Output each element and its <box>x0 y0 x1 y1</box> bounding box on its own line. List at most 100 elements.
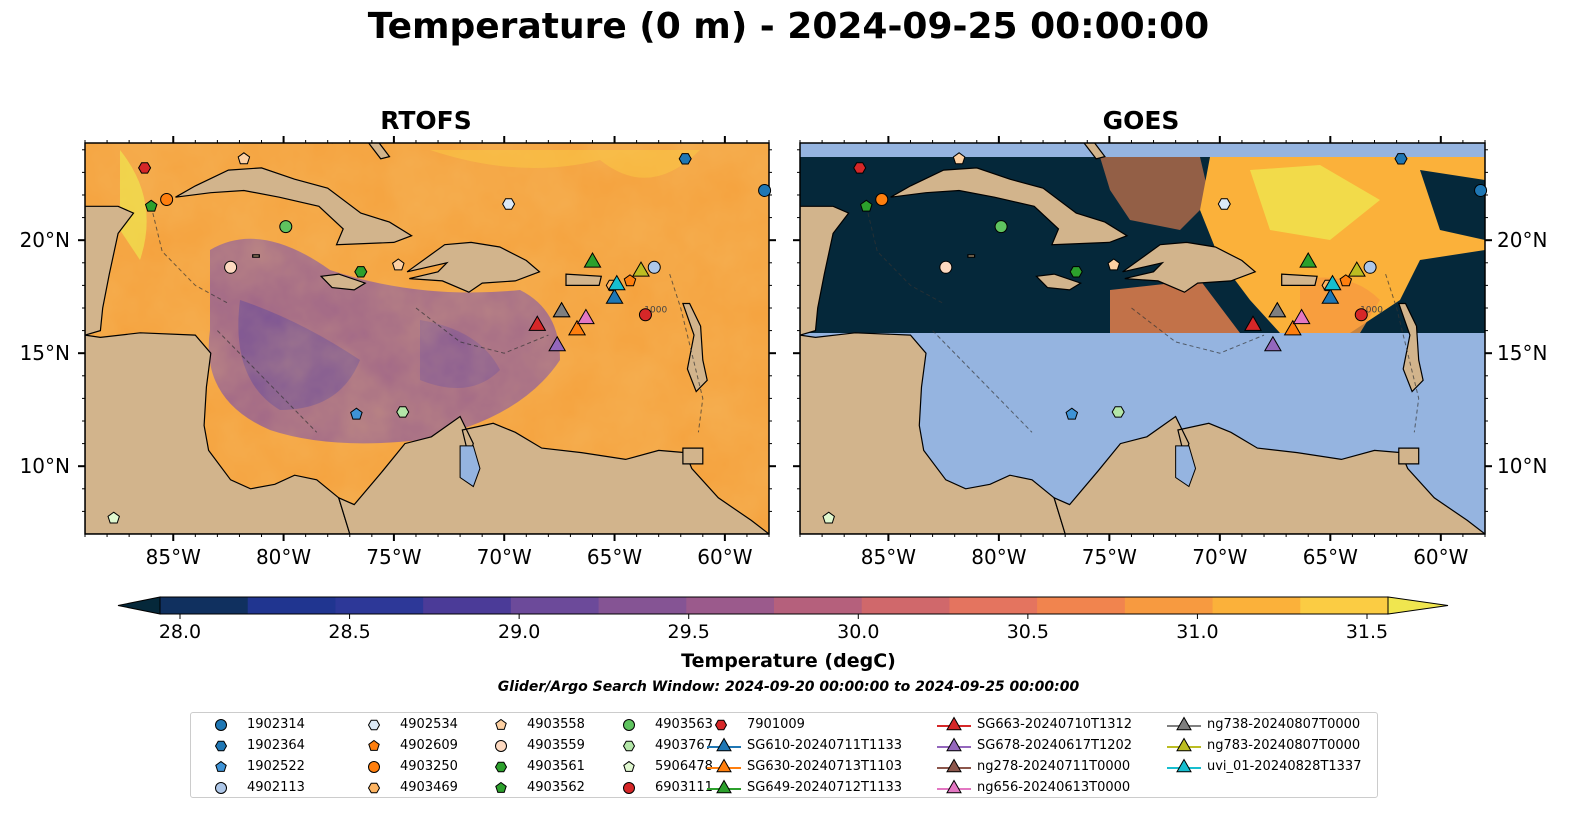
glider-marker-uvi_01-20240828T1337 <box>607 274 626 291</box>
float-marker-5906478 <box>107 511 120 524</box>
glider-marker-ng783-20240807T0000 <box>1347 261 1366 277</box>
legend-marker-icon <box>937 716 971 731</box>
legend-triangle-icon <box>716 758 732 773</box>
landmass-caymans <box>252 254 260 258</box>
landmass-southam <box>1053 415 1485 534</box>
colorbar-bin <box>510 597 600 614</box>
legend-marker-icon <box>623 782 635 794</box>
landmass-jamaica <box>319 273 367 291</box>
x-tick-label: 80°W <box>971 545 1026 569</box>
goes-frame <box>799 142 1486 535</box>
float-marker-4902534 <box>502 198 516 210</box>
legend-marker-icon <box>623 760 635 772</box>
glider-marker-uvi_01-20240828T1337 <box>1323 274 1342 291</box>
colorbar-bin <box>1037 597 1126 614</box>
glider-marker-SG663-20240710T1312 <box>1244 315 1262 331</box>
legend-marker-icon <box>937 737 971 752</box>
glider-marker-SG678-20240617T1202 <box>548 335 567 352</box>
legend-label: 1902314 <box>247 717 305 732</box>
float-marker-4903558b <box>237 152 251 165</box>
legend-label: SG630-20240713T1103 <box>747 759 903 774</box>
legend-marker-icon <box>623 719 635 731</box>
legend-label: 4902534 <box>400 717 458 732</box>
colorbar-bin <box>949 597 1038 614</box>
colorbar-bin <box>335 597 424 614</box>
float-marker-4902609 <box>623 274 637 287</box>
legend-marker-icon <box>622 740 636 752</box>
float-marker-4903562 <box>860 199 873 212</box>
isobath-line <box>150 206 229 304</box>
axis-ticks: 85°W 80°W 75°W 70°W 65°W 60°W 85°W 80°W 75°W 70°W… <box>20 136 1547 569</box>
legend-marker-icon <box>215 760 227 772</box>
legend-label: 6903111 <box>655 780 713 795</box>
float-marker-4903558 <box>1107 258 1121 271</box>
colorbar-tick-label: 29.5 <box>668 621 710 643</box>
x-tick-label: 80°W <box>256 545 311 569</box>
float-marker-4903558 <box>392 258 405 271</box>
legend-marker-icon <box>937 758 971 773</box>
colorbar-extend-min <box>117 596 161 615</box>
map-panels: -1000 -1000 85°W 80°W 75°W 70°W 65°W 60°W 85°W… <box>20 136 1547 569</box>
colorbar-bin <box>247 597 336 614</box>
legend-triangle-icon <box>1176 737 1192 752</box>
glider-marker-SG610-20240711T1133 <box>1321 288 1340 304</box>
legend-label: ng738-20240807T0000 <box>1207 717 1361 732</box>
legend-triangle-icon <box>946 779 962 794</box>
legend-marker-icon <box>937 779 971 794</box>
colorbar-frame <box>159 596 1389 615</box>
glider-marker-SG649-20240712T1133 <box>583 251 602 268</box>
panel-title-goes: GOES <box>1102 106 1180 135</box>
y-tick-label: 15°N <box>1497 341 1547 365</box>
legend-marker-icon <box>707 737 741 752</box>
legend-marker-icon <box>1167 758 1201 773</box>
legend-triangle-icon <box>1176 716 1192 731</box>
float-marker-6903111 <box>1354 308 1368 322</box>
float-marker-4903563 <box>994 220 1008 234</box>
legend-triangle-icon <box>716 779 732 794</box>
legend-label: SG678-20240617T1202 <box>977 738 1133 753</box>
colorbar-tick-label: 30.0 <box>837 621 879 643</box>
landmass-puertorico <box>565 273 603 286</box>
landmass-lesser <box>1397 302 1424 393</box>
isobath-line <box>669 273 704 433</box>
colorbar-bin <box>1212 597 1301 614</box>
legend-label: 4902113 <box>247 780 305 795</box>
landmass-mexico <box>85 205 135 336</box>
x-tick-label: 65°W <box>1303 545 1358 569</box>
isobath-line <box>415 307 549 354</box>
legend-marker-icon <box>1167 737 1201 752</box>
colorbar-label: Temperature (degC) <box>681 650 896 672</box>
landmass-central <box>85 332 351 534</box>
float-marker-1902314 <box>758 183 772 197</box>
legend-marker-icon <box>1167 716 1201 731</box>
glider-marker-ng656-20240613T0000 <box>1292 308 1311 325</box>
float-marker-4902609 <box>1339 274 1353 287</box>
legend-circle-icon <box>495 740 507 752</box>
lake-maracaibo <box>1175 445 1197 488</box>
platform-markers <box>107 152 1488 524</box>
x-tick-label: 60°W <box>1413 545 1468 569</box>
float-marker-7901009 <box>138 162 152 174</box>
landmass-caymans <box>967 254 976 258</box>
rtofs-frame <box>84 142 770 535</box>
x-tick-label: 85°W <box>861 545 916 569</box>
float-marker-1902364 <box>1394 153 1408 165</box>
colorbar-bin <box>598 597 687 614</box>
colorbar-bin <box>774 597 863 614</box>
float-marker-1902364 <box>678 153 692 165</box>
rtofs-land: -1000 <box>85 143 769 534</box>
glider-marker-SG610-20240711T1133 <box>605 288 624 304</box>
landmass-central <box>800 332 1066 534</box>
glider-marker-SG649-20240712T1133 <box>1299 251 1318 268</box>
legend-label: SG610-20240711T1133 <box>747 738 903 753</box>
landmass-bahamas1 <box>1046 143 1049 144</box>
legend-label: 4903563 <box>655 717 713 732</box>
x-tick-label: 70°W <box>1192 545 1247 569</box>
float-marker-4903250 <box>875 193 889 207</box>
legend-marker-icon <box>494 761 508 773</box>
legend-circle-icon <box>623 719 635 731</box>
colorbar-bin <box>160 597 249 614</box>
legend-triangle-icon <box>1176 758 1192 773</box>
legend-pentagon-icon <box>215 760 227 772</box>
landmass-bahamas1 <box>331 143 334 144</box>
